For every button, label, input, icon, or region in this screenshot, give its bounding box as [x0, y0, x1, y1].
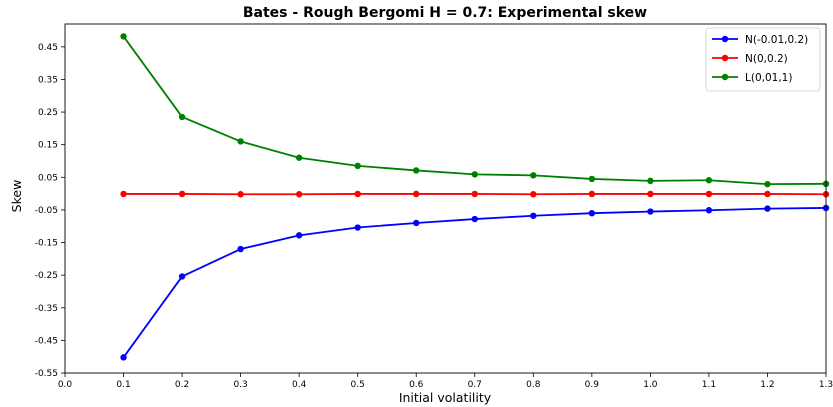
legend: N(-0.01,0.2) N(0,0.2) L(0,01,1) — [705, 27, 821, 92]
plot-frame — [64, 23, 827, 374]
legend-marker-1 — [721, 54, 729, 62]
legend-marker-2 — [721, 73, 729, 81]
series-line-0 — [122, 207, 827, 358]
y-tick-label: 0.35 — [38, 75, 58, 85]
data-point-1-6 — [471, 190, 478, 198]
data-point-0-9 — [647, 208, 654, 215]
data-point-1-10 — [705, 190, 713, 198]
data-point-1-9 — [647, 190, 654, 198]
data-point-0-3 — [295, 232, 303, 239]
data-point-0-8 — [588, 209, 596, 217]
data-point-0-6 — [471, 215, 478, 223]
data-point-2-6 — [471, 171, 478, 178]
x-tick-label: 0.2 — [175, 380, 189, 390]
x-tick-label: 1.2 — [760, 380, 774, 390]
y-tick-label: -0.25 — [35, 271, 58, 281]
data-point-0-4 — [354, 224, 361, 231]
data-point-2-0 — [120, 33, 127, 40]
data-point-1-2 — [237, 191, 244, 198]
x-tick-label: 0.8 — [526, 380, 541, 390]
data-point-2-7 — [530, 172, 537, 179]
legend-box — [705, 27, 821, 92]
data-point-2-11 — [764, 180, 771, 188]
x-tick-label: 0.4 — [292, 380, 307, 390]
data-point-1-3 — [295, 191, 303, 198]
x-axis-label: Initial volatility — [399, 390, 492, 405]
x-tick-label: 0.7 — [468, 380, 482, 390]
data-point-2-5 — [413, 167, 420, 174]
data-point-1-11 — [764, 190, 771, 198]
x-tick-label: 0.6 — [409, 380, 424, 390]
data-point-0-10 — [705, 207, 713, 214]
y-tick-label: 0.45 — [38, 43, 58, 53]
data-point-1-4 — [354, 190, 361, 198]
y-tick-label: -0.35 — [35, 304, 58, 314]
legend-label-0: N(-0.01,0.2) — [745, 34, 808, 46]
x-tick-label: 1.1 — [702, 380, 716, 390]
data-point-0-7 — [530, 212, 537, 219]
x-tick-label: 0.5 — [351, 380, 365, 390]
legend-marker-0 — [721, 35, 729, 43]
x-tick-label: 0.1 — [116, 380, 130, 390]
data-point-2-4 — [354, 162, 361, 170]
chart-title: Bates - Rough Bergomi H = 0.7: Experimen… — [243, 5, 647, 21]
y-tick-label: -0.05 — [35, 206, 58, 216]
legend-label-1: N(0,0.2) — [745, 53, 788, 65]
data-point-2-1 — [178, 113, 186, 121]
data-point-0-0 — [120, 354, 127, 361]
data-point-2-10 — [705, 177, 713, 184]
data-point-1-0 — [120, 190, 127, 198]
x-tick-label: 0.3 — [233, 380, 247, 390]
data-point-1-1 — [178, 190, 186, 198]
legend-label-2: L(0,01,1) — [745, 72, 792, 84]
data-point-1-8 — [588, 190, 596, 198]
data-point-0-5 — [413, 219, 420, 227]
y-tick-label: -0.45 — [35, 336, 58, 346]
y-tick-label: -0.55 — [35, 369, 58, 379]
x-tick-label: 0.9 — [585, 380, 600, 390]
x-tick-label: 1.3 — [819, 380, 833, 390]
data-point-2-2 — [237, 138, 244, 145]
data-point-0-1 — [178, 273, 186, 280]
data-point-1-7 — [530, 191, 537, 198]
data-point-2-3 — [295, 154, 303, 161]
data-point-1-5 — [413, 190, 420, 198]
data-point-0-2 — [237, 245, 244, 253]
data-point-2-9 — [647, 177, 654, 185]
y-tick-label: 0.05 — [38, 173, 58, 183]
y-tick-label: 0.25 — [38, 108, 58, 118]
x-tick-label: 0.0 — [58, 380, 73, 390]
data-point-0-11 — [764, 205, 771, 212]
data-point-2-8 — [588, 175, 596, 183]
x-tick-label: 1.0 — [643, 380, 658, 390]
y-axis-label: Skew — [9, 180, 24, 213]
plot-area: 0.0 0.1 0.2 0.3 0.4 0.5 0.6 0.7 0.8 0.9 1.0 1.1 1.2 1… — [35, 23, 833, 390]
y-tick-label: 0.15 — [38, 141, 58, 151]
y-tick-label: -0.15 — [35, 239, 58, 249]
